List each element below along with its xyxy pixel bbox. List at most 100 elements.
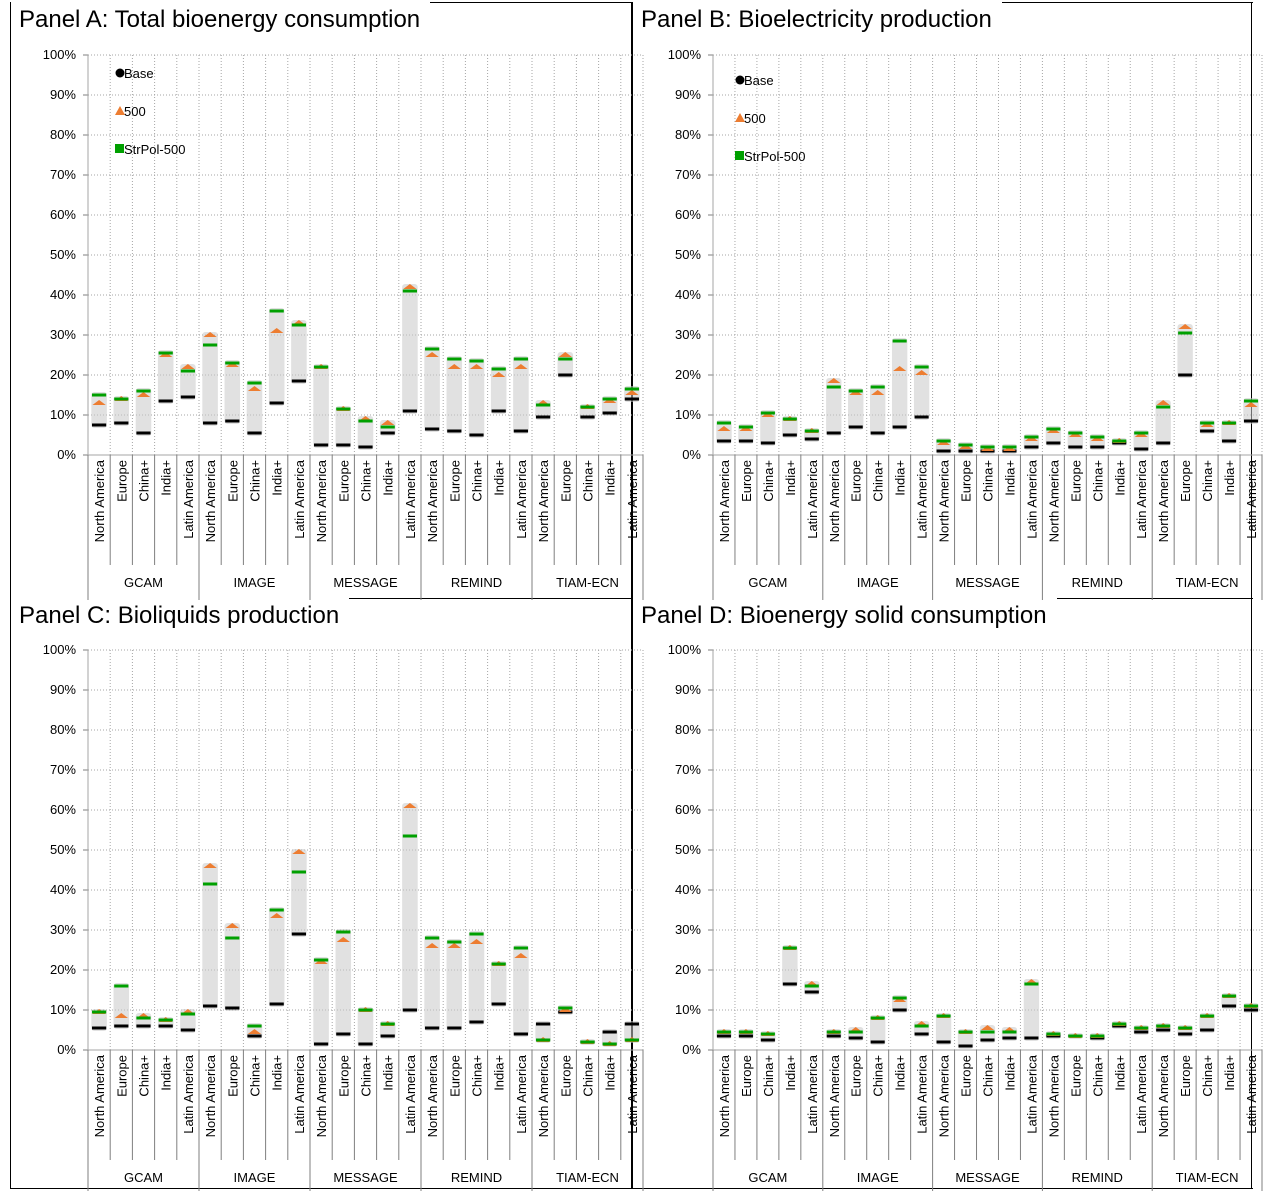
y-tick-label: 20% (50, 367, 76, 382)
point-strpol-500 (380, 1022, 395, 1026)
point-strpol-500 (1200, 421, 1215, 425)
point-strpol-500 (1002, 445, 1017, 449)
point-base (738, 1034, 753, 1038)
point-strpol-500 (158, 351, 173, 355)
point-base (782, 982, 797, 986)
y-tick-label: 70% (675, 762, 701, 777)
point-strpol-500 (1134, 431, 1149, 435)
point-500 (1178, 324, 1192, 329)
title-rule (1056, 598, 1253, 599)
x-tick-label-region: Europe (336, 1055, 351, 1097)
x-group-label-model: TIAM-ECN (1176, 575, 1239, 590)
range-band (1243, 398, 1259, 424)
x-tick-label-region: Europe (447, 460, 462, 502)
point-base (760, 1038, 775, 1042)
point-strpol-500 (892, 339, 907, 343)
point-500 (558, 352, 572, 357)
y-tick-label: 30% (50, 922, 76, 937)
x-tick-label-region: Latin America (1244, 1054, 1259, 1134)
point-strpol-500 (1222, 994, 1237, 998)
x-tick-label-region: India+ (159, 460, 174, 496)
x-tick-label-region: Europe (959, 460, 974, 502)
point-base (782, 433, 797, 437)
x-tick-label-region: India+ (1002, 1055, 1017, 1091)
range-band (891, 338, 908, 430)
point-strpol-500 (469, 359, 484, 363)
range-band (782, 945, 798, 987)
point-base (1068, 445, 1083, 449)
x-tick-label-region: Europe (1178, 460, 1193, 502)
point-base (447, 1026, 462, 1030)
x-group-label-model: REMIND (1072, 1170, 1123, 1185)
x-tick-label-region: North America (827, 1054, 842, 1137)
y-tick-label: 80% (50, 722, 76, 737)
legend-marker-triangle (115, 106, 125, 115)
x-tick-label-region: Latin America (625, 459, 640, 539)
y-tick-label: 90% (50, 87, 76, 102)
y-tick-label: 60% (675, 207, 701, 222)
range-band (935, 1013, 952, 1045)
range-band (335, 406, 352, 448)
y-tick-label: 30% (675, 922, 701, 937)
point-strpol-500 (826, 1030, 841, 1034)
x-tick-label-region: China+ (981, 460, 996, 502)
point-base (91, 1026, 107, 1030)
point-base (1222, 439, 1237, 443)
point-base (180, 395, 196, 399)
point-strpol-500 (291, 323, 307, 327)
plot-area: 0% 10% 20% 30% 40% 50% 60% 70% 80% 90% 100% North A… (43, 47, 644, 600)
x-tick-label-region: China+ (1090, 460, 1105, 502)
x-tick-label-region: India+ (783, 460, 798, 496)
point-strpol-500 (1134, 1026, 1149, 1030)
point-strpol-500 (804, 984, 819, 988)
point-base (1046, 441, 1061, 445)
range-band (848, 388, 864, 430)
point-strpol-500 (624, 387, 640, 391)
y-tick-label: 20% (50, 962, 76, 977)
point-strpol-500 (313, 958, 329, 962)
point-base (1156, 1028, 1171, 1032)
point-strpol-500 (447, 357, 462, 361)
point-500 (425, 943, 439, 948)
point-strpol-500 (180, 369, 196, 373)
x-tick-label-region: Europe (959, 1055, 974, 1097)
point-base (402, 409, 418, 413)
point-base (716, 1034, 732, 1038)
point-base (491, 1002, 506, 1006)
x-group-label-model: GCAM (748, 1170, 787, 1185)
point-500 (492, 372, 506, 377)
x-tick-label-region: Latin America (625, 1054, 640, 1134)
point-base (469, 433, 484, 437)
range-band (424, 935, 440, 1031)
range-band (91, 1009, 107, 1031)
point-base (914, 415, 929, 419)
range-band (135, 388, 152, 436)
point-500 (871, 390, 885, 395)
point-base (535, 1022, 551, 1026)
point-strpol-500 (202, 343, 218, 347)
y-tick-label: 90% (675, 682, 701, 697)
range-band (1221, 420, 1237, 444)
point-strpol-500 (1112, 439, 1127, 443)
y-tick-label: 20% (675, 367, 701, 382)
y-tick-label: 60% (675, 802, 701, 817)
point-base (1024, 445, 1039, 449)
point-base (804, 437, 819, 441)
point-strpol-500 (1024, 982, 1039, 986)
legend-label: StrPol-500 (124, 142, 185, 157)
x-tick-label-region: North America (314, 459, 329, 542)
legend-marker-square (735, 151, 744, 160)
point-strpol-500 (402, 834, 418, 838)
point-base (269, 401, 284, 405)
legend-label: Base (744, 73, 774, 88)
point-base (202, 1004, 218, 1008)
x-tick-label-region: North America (203, 459, 218, 542)
point-strpol-500 (247, 381, 262, 385)
point-strpol-500 (247, 1024, 262, 1028)
point-strpol-500 (1024, 435, 1039, 439)
plot-area: 0% 10% 20% 30% 40% 50% 60% 70% 80% 90% 100% North A… (668, 642, 1263, 1191)
point-strpol-500 (136, 1016, 151, 1020)
range-band (113, 396, 130, 426)
point-strpol-500 (535, 1038, 551, 1042)
